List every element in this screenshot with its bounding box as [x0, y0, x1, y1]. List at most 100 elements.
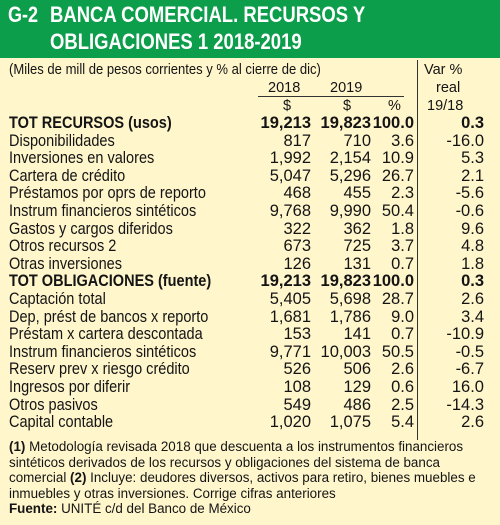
table-row: Capital contable 1,020 1,075 5.4 2.6 [9, 413, 488, 432]
row-label: Dep, prést de bancos x reporto [9, 307, 209, 326]
value-var: -6.7 [455, 360, 484, 379]
value-percent: 0.7 [391, 325, 414, 344]
row-label: Otros recursos 2 [9, 237, 117, 256]
value-percent: 5.4 [391, 413, 414, 432]
row-label: Reserv prev x riesgo crédito [9, 360, 190, 379]
value-2018: 322 [283, 219, 311, 238]
value-percent: 2.6 [391, 360, 414, 379]
value-2018: 9,771 [269, 342, 311, 361]
table-row: Reserv prev x riesgo crédito 526 506 2.6… [9, 361, 488, 379]
row-label: Instrum financieros sintéticos [9, 342, 197, 361]
table-row: Disponibilidades 817 710 3.6 -16.0 [9, 131, 488, 151]
value-2018: 19,213 [260, 272, 311, 291]
table-row: TOT OBLIGACIONES (fuente) 19,213 19,823 … [9, 273, 488, 291]
value-percent: 3.7 [391, 237, 414, 256]
value-2019: 9,990 [329, 201, 371, 220]
value-percent: 100.0 [372, 272, 414, 291]
row-label: Disponibilidades [9, 131, 115, 150]
value-var: 0.3 [461, 114, 484, 132]
value-var: 3.4 [461, 307, 484, 326]
value-2019: 5,296 [329, 166, 371, 185]
footnote-text: (1) Metodología revisada 2018 que descue… [9, 439, 495, 501]
value-var: 16.0 [451, 377, 484, 396]
column-divider [417, 60, 418, 440]
footnotes: (1) Metodología revisada 2018 que descue… [9, 439, 495, 501]
table-row: Cartera de crédito 5,047 5,296 26.7 2.1 [9, 166, 488, 186]
value-2019: 725 [343, 237, 371, 256]
row-label: TOT OBLIGACIONES (fuente) [9, 272, 212, 291]
row-label: TOT RECURSOS (usos) [9, 114, 172, 132]
var-header-line1: Var % [424, 62, 463, 78]
value-var: 9.6 [461, 219, 484, 238]
currency-2019-header: $ [343, 98, 352, 114]
footnote-1-mark: (1) [9, 439, 26, 454]
value-percent: 2.5 [391, 395, 414, 414]
value-2019: 5,698 [329, 289, 371, 308]
row-label: Préstamos por oprs de reporto [9, 184, 206, 203]
value-2019: 362 [343, 219, 371, 238]
source-line: Fuente: UNITÉ c/d del Banco de México [9, 501, 251, 516]
value-percent: 28.7 [381, 289, 414, 308]
value-2018: 1,992 [269, 149, 311, 168]
row-label: Préstam x cartera descontada [9, 325, 203, 344]
units-note: (Miles de mill de pesos corrientes y % a… [9, 62, 321, 78]
table-row: Ingresos por diferir 108 129 0.6 16.0 [9, 377, 488, 397]
value-2019: 131 [343, 254, 371, 273]
value-var: -0.5 [455, 342, 484, 361]
row-label: Gastos y cargos diferidos [9, 219, 173, 238]
value-percent: 50.4 [381, 201, 414, 220]
value-2019: 10,003 [320, 342, 371, 361]
value-var: 2.6 [461, 289, 484, 308]
value-var: 2.1 [461, 166, 484, 185]
value-var: -0.6 [455, 201, 484, 220]
value-var: 2.6 [461, 413, 484, 432]
value-2018: 5,405 [269, 289, 311, 308]
value-var: 5.3 [461, 149, 484, 168]
table-row: Instrum financieros sintéticos 9,768 9,9… [9, 201, 488, 221]
table-row: Otros recursos 2 673 725 3.7 4.8 [9, 238, 488, 256]
footnote-1-text: Metodología revisada 2018 que descuenta … [9, 439, 464, 486]
chart-title-line1: BANCA COMERCIAL. RECURSOS Y [50, 2, 366, 27]
value-2019: 19,823 [320, 114, 371, 132]
value-percent: 2.3 [391, 184, 414, 203]
year-2019-header: 2019 [330, 80, 363, 96]
chart-title-line2: OBLIGACIONES 1 2018-2019 [50, 29, 302, 54]
value-percent: 9.0 [391, 307, 414, 326]
source-label: Fuente: [9, 501, 58, 516]
value-2019: 486 [343, 395, 371, 414]
value-var: 4.8 [461, 237, 484, 256]
value-var: 1.8 [461, 254, 484, 273]
value-2019: 19,823 [320, 272, 371, 291]
value-percent: 1.8 [391, 219, 414, 238]
value-percent: 10.9 [381, 149, 414, 168]
value-2019: 141 [343, 325, 371, 344]
value-2018: 153 [283, 325, 311, 344]
value-2019: 506 [343, 360, 371, 379]
percent-header: % [388, 98, 401, 114]
value-2019: 2,154 [329, 149, 371, 168]
table-row: Dep, prést de bancos x reporto 1,681 1,7… [9, 307, 488, 327]
value-2018: 817 [283, 131, 311, 150]
value-2019: 455 [343, 184, 371, 203]
table-row: Otros pasivos 549 486 2.5 -14.3 [9, 395, 488, 415]
value-2018: 1,020 [269, 413, 311, 432]
chart-header: G-2 BANCA COMERCIAL. RECURSOS Y OBLIGACI… [0, 0, 500, 58]
value-2018: 673 [283, 237, 311, 256]
var-period-header: 19/18 [427, 98, 464, 114]
data-table: TOT RECURSOS (usos) 19,213 19,823 100.0 … [9, 114, 488, 432]
table-row: Captación total 5,405 5,698 28.7 2.6 [9, 289, 488, 309]
value-2018: 549 [283, 395, 311, 414]
chart-code: G-2 [8, 2, 39, 27]
var-header-line2: real [436, 80, 461, 96]
header-rule [258, 96, 404, 97]
row-label: Otras inversiones [9, 254, 122, 273]
value-2018: 126 [283, 254, 311, 273]
value-2019: 1,075 [329, 413, 371, 432]
row-label: Inversiones en valores [9, 149, 155, 168]
table-row: Gastos y cargos diferidos 322 362 1.8 9.… [9, 219, 488, 239]
chart-title: BANCA COMERCIAL. RECURSOS Y OBLIGACIONES… [50, 1, 425, 58]
year-2018-header: 2018 [268, 80, 301, 96]
value-2018: 1,681 [269, 307, 311, 326]
value-percent: 0.7 [391, 254, 414, 273]
table-row: Préstamos por oprs de reporto 468 455 2.… [9, 185, 488, 203]
